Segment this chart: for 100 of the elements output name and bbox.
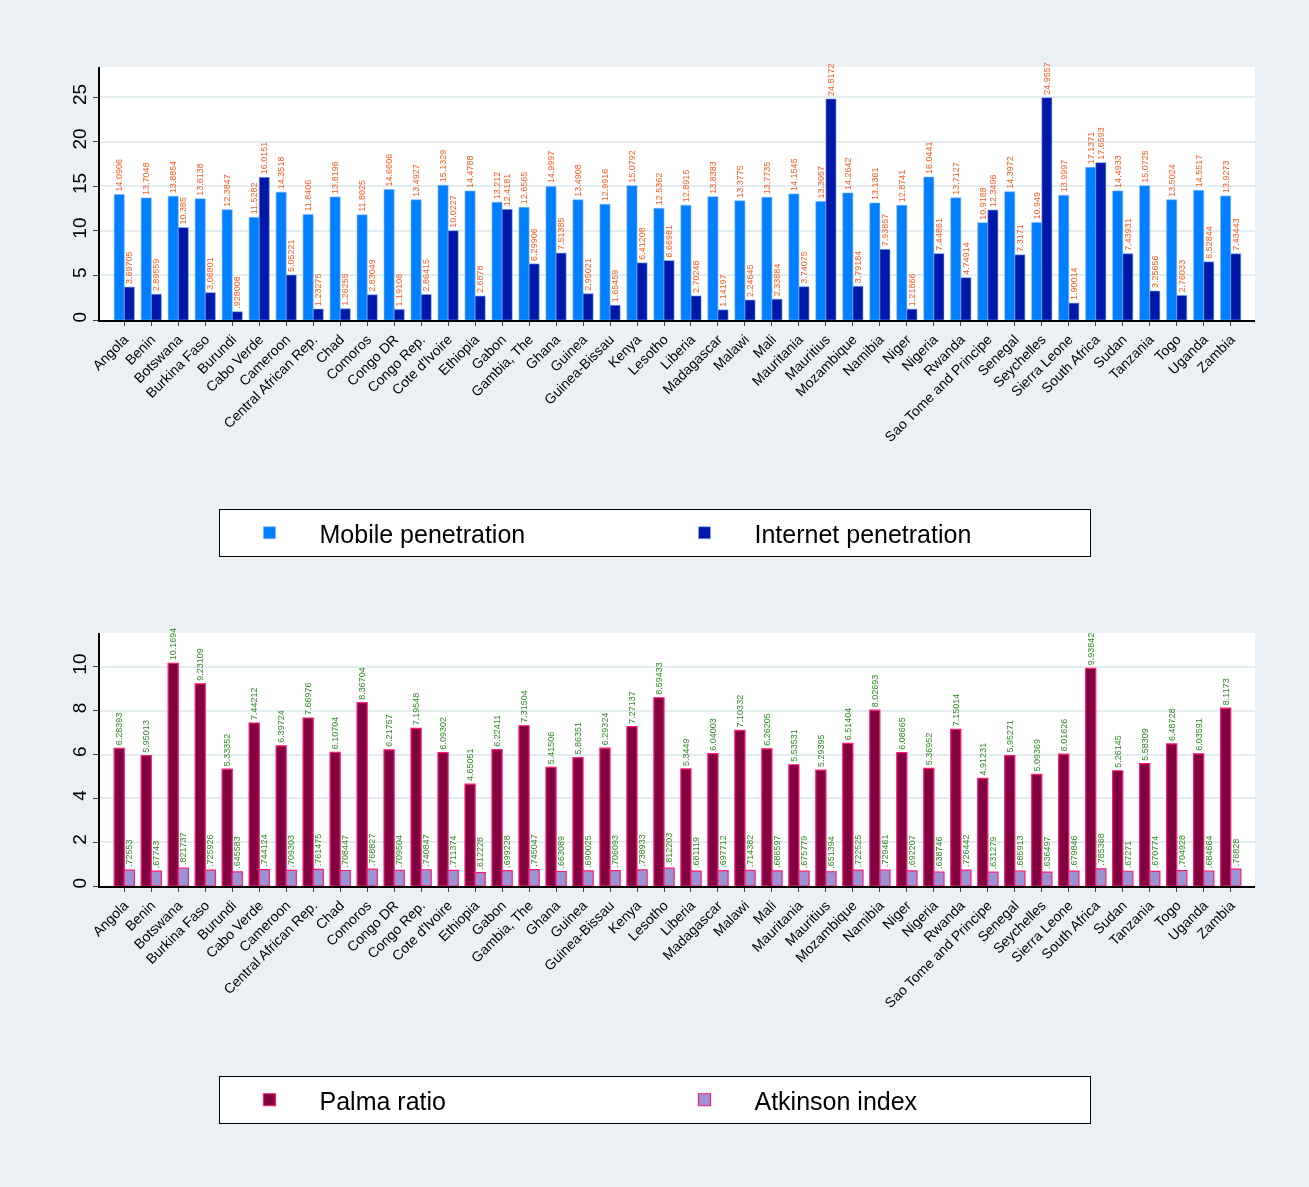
data-label: 13.7127	[950, 162, 961, 195]
data-label: 11.8025	[357, 179, 368, 212]
y-tick-label: 6	[68, 746, 90, 758]
data-label: 1.23275	[313, 273, 324, 307]
data-label: 6.22411	[492, 714, 503, 747]
data-label: 7.43931	[1122, 218, 1133, 251]
data-label: 3.06801	[205, 257, 216, 290]
data-label: 14.9997	[546, 150, 556, 184]
data-label: 15.0725	[1139, 150, 1150, 183]
data-label: 13.1361	[869, 167, 880, 200]
data-label: .697712	[718, 835, 729, 868]
data-label: 12.4181	[502, 173, 513, 207]
data-label: 6.03591	[1193, 718, 1204, 751]
data-label: 7.31504	[519, 690, 530, 723]
data-label: 2.6878	[475, 265, 486, 294]
data-label: 7.3171	[1014, 224, 1025, 252]
y-tick-label: 8	[68, 702, 90, 714]
data-label: .645583	[232, 836, 243, 869]
data-label: 6.66981	[664, 225, 675, 258]
data-label: 13.6138	[195, 163, 206, 196]
data-label: .725926	[205, 834, 216, 868]
data-label: 3.79184	[852, 250, 863, 284]
data-label: .785368	[1095, 833, 1106, 866]
data-label: 12.5362	[653, 172, 664, 206]
data-label: .761475	[313, 833, 324, 867]
data-label: 5.26145	[1112, 735, 1123, 768]
data-label: .675779	[799, 835, 809, 869]
data-label: 3.74075	[799, 251, 809, 284]
data-label: 12.3847	[222, 174, 233, 207]
data-label: 5.95013	[141, 720, 152, 753]
data-label: 6.39724	[276, 710, 287, 743]
data-label: .681119	[691, 836, 702, 869]
data-label: 1.65459	[610, 269, 621, 303]
data-label: .684664	[1203, 835, 1214, 868]
data-label: 13.212	[492, 171, 503, 200]
data-label: 9.93842	[1085, 632, 1096, 666]
data-label: 10.0227	[448, 195, 459, 228]
data-label: 1.90014	[1068, 267, 1079, 301]
data-label: .663089	[556, 835, 567, 869]
data-label: .744124	[259, 834, 270, 867]
data-label: 7.44861	[933, 218, 944, 251]
data-label: 12.8915	[680, 169, 691, 203]
data-label: .612228	[475, 837, 486, 870]
data-label: 17.6593	[1095, 127, 1106, 160]
data-label: 7.44212	[249, 687, 260, 720]
data-label: 14.4933	[1112, 155, 1123, 188]
data-label: .651394	[825, 836, 836, 869]
y-tick-label: 10	[68, 217, 90, 239]
data-label: 5.36952	[923, 732, 934, 766]
data-label: .711374	[448, 835, 459, 868]
data-label: 13.8383	[707, 161, 718, 194]
y-tick-label: 0	[68, 311, 90, 323]
data-label: 7.19548	[411, 692, 422, 726]
data-label: 7.51385	[556, 217, 567, 251]
data-label: 2.24645	[745, 264, 756, 297]
data-label: 8.36704	[357, 667, 368, 700]
data-label: 6.09302	[438, 716, 449, 750]
data-label: .636497	[1041, 836, 1052, 870]
data-label: .679846	[1068, 835, 1079, 869]
data-label: .699228	[502, 835, 513, 868]
data-label: 24.9557	[1041, 62, 1052, 95]
data-label: 10.385	[178, 196, 189, 225]
data-label: 24.8172	[825, 63, 836, 96]
y-tick-label: 0	[68, 877, 90, 889]
data-label: 6.28393	[114, 712, 125, 746]
data-label: 5.86351	[572, 722, 583, 755]
data-label: 13.8854	[168, 160, 179, 194]
data-label: 14.6606	[384, 153, 395, 187]
legend-label: Internet penetration	[754, 519, 972, 548]
data-label: 3.25656	[1149, 255, 1160, 288]
data-label: 6.08665	[896, 717, 907, 750]
y-tick-label: 15	[68, 172, 90, 195]
data-label: .714382	[745, 834, 756, 868]
data-label: 13.3057	[815, 165, 826, 199]
data-label: 8.59433	[653, 662, 664, 695]
data-label: 6.51404	[842, 707, 853, 741]
data-label: .726442	[960, 834, 971, 868]
data-label: .72553	[124, 839, 135, 868]
data-label: 7.93857	[879, 213, 890, 247]
data-label: 5.58309	[1139, 728, 1150, 761]
data-label: 2.76033	[1176, 259, 1187, 293]
data-label: 3.69705	[124, 251, 135, 285]
data-label: 12.6565	[519, 171, 530, 205]
data-label: .740847	[421, 834, 432, 867]
data-label: .706093	[610, 834, 621, 868]
data-label: .692207	[906, 835, 917, 868]
data-label: 1.14197	[718, 274, 729, 307]
data-label: 12.9916	[599, 168, 610, 202]
data-label: 14.5517	[1193, 154, 1204, 188]
data-label: 8.02693	[869, 674, 880, 708]
data-label: 6.10704	[330, 716, 341, 750]
data-label: .708447	[340, 834, 351, 868]
data-label: 13.4927	[411, 164, 422, 197]
data-label: 13.7048	[141, 162, 152, 195]
data-label: 2.89559	[151, 258, 162, 292]
data-label: .812203	[664, 832, 675, 866]
data-label: .690025	[583, 835, 594, 868]
data-label: .928008	[232, 276, 243, 309]
data-label: 14.3972	[1004, 156, 1015, 189]
data-label: .670774	[1149, 835, 1160, 869]
